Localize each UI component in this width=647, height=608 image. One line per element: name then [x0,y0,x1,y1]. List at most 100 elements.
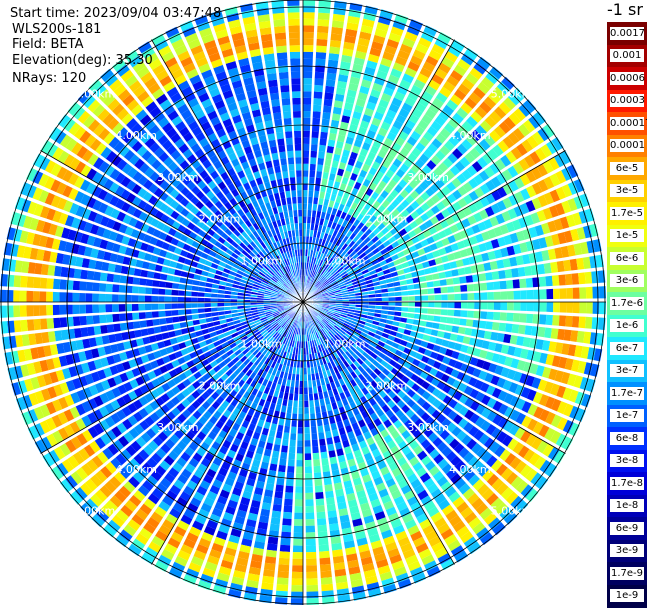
range-gate-cell [303,19,314,26]
range-gate-cell [579,287,586,299]
range-gate-cell [448,294,455,300]
range-gate-cell [311,151,317,158]
range-gate-cell [448,302,455,308]
range-gate-cell [308,197,313,204]
range-gate-cell [192,286,199,291]
range-gate-cell [171,290,178,296]
range-gate-cell [331,27,343,35]
range-gate-cell [586,287,593,299]
range-gate-cell [303,144,309,151]
range-gate-cell [314,78,323,85]
range-gate-cell [445,325,453,332]
range-gate-cell [500,302,507,310]
range-gate-cell [557,329,565,340]
range-gate-cell [331,543,342,551]
range-gate-cell [267,476,275,484]
range-gate-cell [511,268,519,278]
range-gate-cell [317,32,328,39]
range-gate-cell [292,85,301,92]
range-gate-cell [329,523,339,531]
range-gate-cell [305,440,311,447]
range-gate-cell [289,39,300,46]
range-gate-cell [305,434,311,441]
range-gate-cell [273,13,285,20]
range-gate-cell [388,307,395,311]
range-gate-cell [443,332,451,339]
range-gate-cell [440,279,447,286]
range-gate-cell [268,80,278,88]
range-gate-cell [53,279,60,289]
range-gate-cell [93,283,100,292]
range-gate-cell [304,401,308,408]
range-gate-cell [466,275,474,283]
range-gate-cell [293,546,303,553]
range-gate-cell [33,277,40,288]
range-gate-cell [441,302,448,308]
range-gate-cell [303,190,308,197]
range-gate-cell [267,73,277,81]
range-gate-cell [269,430,276,438]
range-gate-cell [486,282,493,290]
range-gate-cell [303,118,310,125]
range-gate-cell [322,119,330,126]
range-gate-cell [281,165,287,172]
range-gate-cell [316,39,327,46]
range-gate-cell [324,424,330,432]
range-gate-cell [304,342,306,349]
range-gate-cell [306,559,317,566]
range-gate-cell [520,290,527,299]
range-gate-cell [267,133,275,141]
range-gate-cell [518,267,526,277]
range-gate-cell [112,294,119,302]
range-gate-cell [303,151,309,158]
range-gate-cell [316,499,325,506]
range-gate-cell [309,177,314,184]
range-gate-cell [303,230,306,237]
range-gate-cell [313,98,322,105]
range-gate-cell [486,321,494,329]
range-gate-cell [134,268,142,276]
range-gate-cell [428,288,435,294]
range-gate-cell [265,556,276,564]
range-gate-cell [276,132,284,140]
range-gate-cell [299,230,302,237]
range-gate-cell [40,278,47,289]
range-gate-cell [332,160,339,168]
range-gate-cell [273,112,281,120]
range-gate-cell [461,293,468,300]
range-gate-cell [295,387,299,394]
range-gate-cell [300,381,304,388]
range-gate-cell [447,286,454,293]
range-gate-cell [303,78,312,85]
range-gate-cell [198,298,205,302]
range-gate-cell [315,406,320,413]
range-gate-cell [289,32,300,39]
range-gate-cell [433,280,440,286]
range-gate-cell [325,86,334,94]
range-gate-cell [328,139,336,147]
range-gate-cell [308,210,312,217]
range-gate-cell [315,492,323,499]
range-gate-cell [269,86,279,94]
range-gate-cell [289,446,295,453]
range-gate-cell [459,319,466,326]
range-gate-cell [518,325,526,335]
range-gate-cell [389,302,396,306]
range-gate-cell [303,85,312,92]
range-gate-cell [428,309,435,315]
range-gate-cell [324,92,333,100]
range-gate-cell [362,299,369,302]
range-gate-cell [288,400,293,407]
range-gate-cell [480,283,487,291]
range-gate-cell [326,152,333,160]
range-gate-cell [178,297,185,302]
range-gate-cell [514,302,521,311]
range-gate-cell [395,297,402,301]
range-gate-cell [270,146,277,154]
range-gate-cell [434,288,441,294]
range-gate-cell [271,457,279,465]
range-gate-cell [572,273,580,285]
range-gate-cell [275,485,283,493]
range-gate-cell [325,159,332,167]
range-gate-cell [217,299,224,303]
